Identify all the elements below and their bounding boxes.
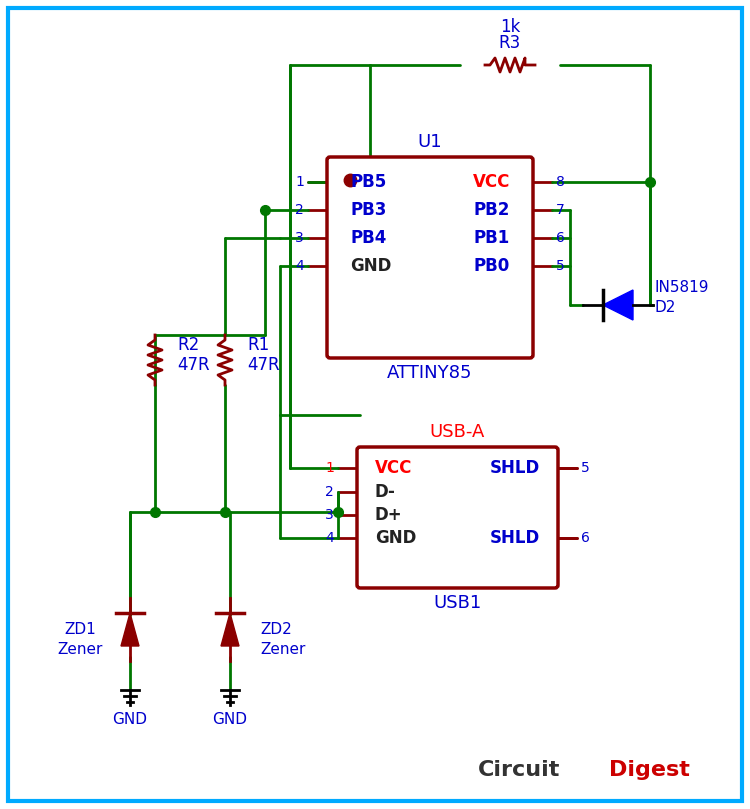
Text: ATTINY85: ATTINY85 [387, 364, 472, 382]
Text: 4: 4 [326, 531, 334, 545]
Text: PB4: PB4 [350, 229, 386, 247]
Text: R3: R3 [499, 34, 521, 52]
Text: D+: D+ [375, 506, 403, 524]
Text: 7: 7 [556, 203, 565, 217]
Text: R1: R1 [247, 336, 269, 354]
FancyBboxPatch shape [8, 8, 742, 801]
Text: SHLD: SHLD [490, 529, 540, 547]
Text: SHLD: SHLD [490, 459, 540, 477]
Text: ZD2: ZD2 [260, 622, 292, 637]
Text: GND: GND [375, 529, 416, 547]
Text: 47R: 47R [247, 356, 280, 374]
Text: USB1: USB1 [433, 594, 482, 612]
Text: 2: 2 [326, 485, 334, 499]
Polygon shape [221, 613, 239, 646]
Text: 6: 6 [556, 231, 565, 245]
Text: Zener: Zener [260, 642, 305, 658]
Text: 3: 3 [326, 508, 334, 522]
Text: 1k: 1k [500, 18, 520, 36]
Text: Digest: Digest [609, 760, 690, 780]
FancyBboxPatch shape [357, 447, 558, 588]
Text: USB-A: USB-A [430, 423, 485, 441]
Text: U1: U1 [418, 133, 442, 151]
Text: 3: 3 [296, 231, 304, 245]
Text: Zener: Zener [57, 642, 103, 658]
Text: PB2: PB2 [474, 201, 510, 219]
Text: ZD1: ZD1 [64, 622, 96, 637]
Text: IN5819: IN5819 [655, 279, 710, 294]
Text: PB3: PB3 [350, 201, 386, 219]
Text: PB5: PB5 [350, 173, 386, 191]
Text: 47R: 47R [177, 356, 209, 374]
Text: 8: 8 [556, 175, 565, 189]
Text: Circuit: Circuit [478, 760, 560, 780]
Text: GND: GND [350, 257, 392, 275]
Polygon shape [603, 290, 633, 320]
Text: 5: 5 [581, 461, 590, 475]
Text: GND: GND [212, 713, 248, 727]
Text: 5: 5 [556, 259, 565, 273]
Text: VCC: VCC [472, 173, 510, 191]
Text: 1: 1 [295, 175, 304, 189]
FancyBboxPatch shape [327, 157, 533, 358]
Text: VCC: VCC [375, 459, 413, 477]
Text: 4: 4 [296, 259, 304, 273]
Text: 1: 1 [326, 461, 334, 475]
Text: R2: R2 [177, 336, 200, 354]
Text: PB0: PB0 [474, 257, 510, 275]
Text: PB1: PB1 [474, 229, 510, 247]
Polygon shape [121, 613, 139, 646]
Text: 6: 6 [581, 531, 590, 545]
Text: 2: 2 [296, 203, 304, 217]
Text: D-: D- [375, 483, 396, 501]
Text: GND: GND [112, 713, 148, 727]
Text: D2: D2 [655, 299, 676, 315]
